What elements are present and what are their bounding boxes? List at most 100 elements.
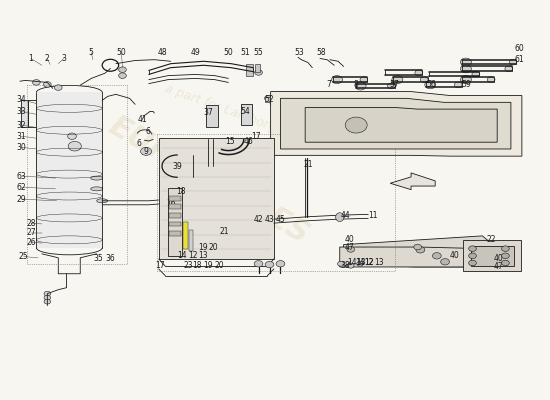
Polygon shape	[390, 173, 435, 190]
Circle shape	[415, 70, 422, 76]
Circle shape	[43, 82, 51, 87]
Bar	[246, 64, 253, 76]
Ellipse shape	[97, 199, 108, 203]
Text: 12: 12	[365, 258, 374, 268]
Text: 39: 39	[173, 162, 182, 171]
Text: 11: 11	[368, 211, 377, 220]
Text: 16: 16	[166, 200, 175, 208]
Text: 15: 15	[225, 136, 235, 146]
Ellipse shape	[91, 187, 103, 191]
Text: 22: 22	[487, 234, 497, 244]
Circle shape	[44, 291, 51, 296]
Text: 13: 13	[198, 251, 207, 260]
Circle shape	[68, 133, 76, 140]
Circle shape	[502, 246, 509, 252]
Text: 51: 51	[240, 48, 250, 57]
Text: 29: 29	[16, 195, 26, 204]
Text: 31: 31	[16, 132, 26, 141]
Circle shape	[505, 66, 513, 72]
Circle shape	[502, 253, 509, 258]
Text: 7: 7	[326, 80, 331, 89]
Bar	[159, 138, 274, 259]
Circle shape	[425, 81, 436, 89]
Bar	[169, 231, 181, 236]
Text: 63: 63	[16, 172, 26, 180]
Text: 30: 30	[16, 143, 26, 152]
Circle shape	[472, 71, 480, 77]
Text: 48: 48	[158, 48, 167, 57]
Text: 54: 54	[240, 107, 250, 116]
Text: 18: 18	[176, 187, 185, 196]
Text: 57: 57	[390, 80, 399, 89]
Text: 18: 18	[192, 261, 202, 270]
Circle shape	[254, 260, 263, 267]
Text: 35: 35	[94, 254, 103, 264]
Circle shape	[420, 77, 428, 82]
Bar	[169, 222, 181, 226]
Text: 52: 52	[265, 95, 274, 104]
Circle shape	[44, 295, 51, 300]
Polygon shape	[305, 108, 497, 142]
Text: 40: 40	[344, 234, 354, 244]
Polygon shape	[340, 247, 482, 267]
Text: 14: 14	[177, 251, 186, 260]
Text: 32: 32	[16, 120, 26, 130]
Circle shape	[332, 76, 343, 84]
Text: 62: 62	[16, 183, 26, 192]
Text: 34: 34	[16, 95, 26, 104]
Text: 28: 28	[26, 219, 36, 228]
Circle shape	[454, 82, 462, 88]
Circle shape	[270, 101, 278, 106]
Text: 37: 37	[203, 108, 213, 117]
Bar	[189, 230, 193, 251]
Bar	[168, 188, 182, 256]
Circle shape	[502, 260, 509, 266]
Text: 42: 42	[254, 215, 263, 224]
Text: 43: 43	[265, 215, 274, 224]
Circle shape	[357, 261, 364, 266]
Bar	[183, 222, 188, 249]
Text: 25: 25	[19, 252, 29, 261]
Text: 59: 59	[461, 80, 471, 89]
Circle shape	[432, 253, 441, 259]
Circle shape	[348, 263, 354, 268]
Circle shape	[360, 77, 368, 82]
Text: 19: 19	[204, 261, 213, 270]
Text: 27: 27	[26, 228, 36, 237]
Text: 21: 21	[220, 226, 229, 236]
Bar	[169, 204, 181, 209]
Text: 45: 45	[276, 215, 285, 224]
Text: 21: 21	[303, 160, 312, 169]
Circle shape	[68, 142, 81, 151]
Bar	[265, 97, 282, 102]
Text: 17: 17	[155, 261, 164, 270]
Bar	[206, 105, 218, 127]
Text: 12: 12	[188, 251, 197, 260]
Circle shape	[265, 96, 272, 101]
Text: 3: 3	[62, 54, 66, 63]
Circle shape	[487, 77, 495, 82]
Text: 47: 47	[344, 242, 354, 252]
Circle shape	[387, 83, 395, 89]
Text: 1: 1	[29, 54, 33, 63]
Text: 49: 49	[191, 48, 200, 57]
Bar	[169, 196, 181, 201]
Circle shape	[441, 258, 449, 265]
Polygon shape	[36, 92, 102, 248]
Circle shape	[347, 247, 355, 252]
Text: 40: 40	[450, 250, 460, 260]
Circle shape	[44, 299, 51, 304]
Text: EUROSPARES: EUROSPARES	[104, 111, 315, 249]
Text: 6: 6	[136, 139, 141, 148]
Circle shape	[141, 147, 152, 155]
Text: 2: 2	[45, 54, 50, 63]
Text: 19: 19	[198, 243, 207, 252]
Circle shape	[469, 246, 476, 252]
Text: 17: 17	[251, 132, 261, 141]
Text: 20: 20	[209, 243, 218, 252]
Text: 36: 36	[106, 254, 116, 264]
Text: 56: 56	[426, 80, 436, 89]
Circle shape	[460, 65, 471, 73]
Circle shape	[119, 73, 126, 78]
Text: 58: 58	[317, 48, 327, 57]
